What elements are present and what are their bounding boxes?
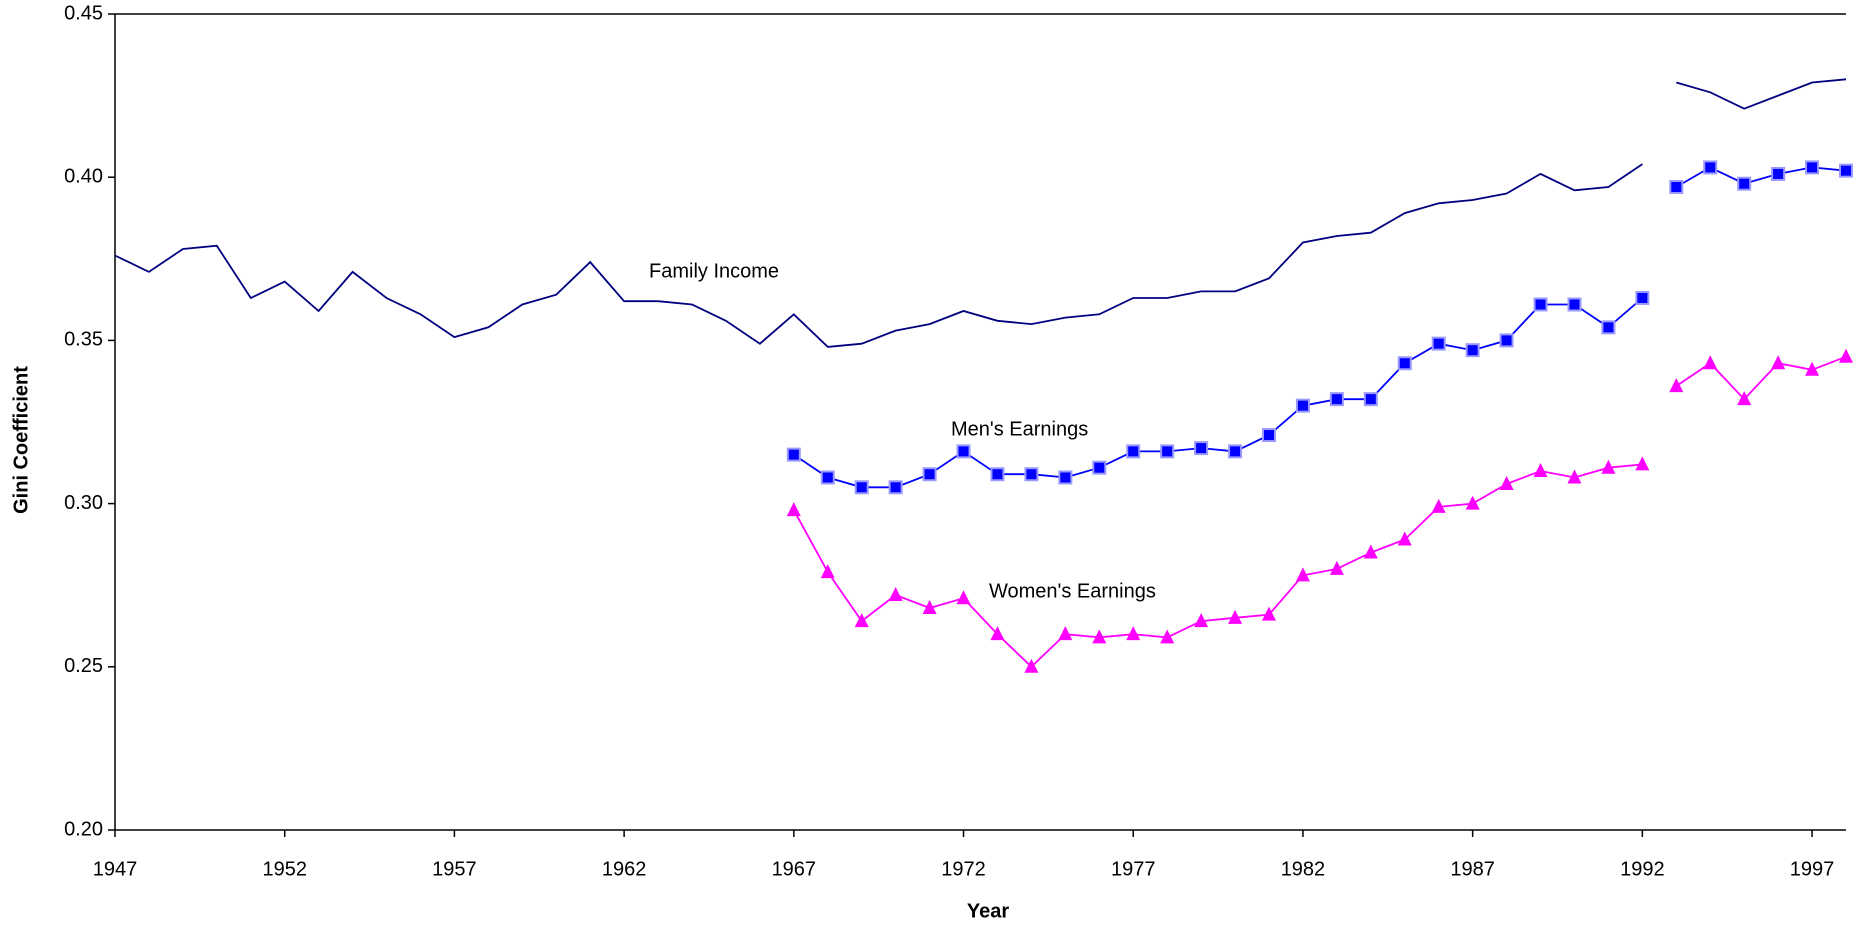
annotation: Family Income: [649, 260, 779, 282]
triangle-marker: [1160, 629, 1175, 644]
x-tick-label: 1967: [772, 858, 817, 880]
square-marker: [956, 444, 971, 459]
triangle-marker: [990, 626, 1005, 641]
triangle-marker: [1262, 606, 1276, 621]
y-tick-label: 0.35: [64, 329, 103, 351]
triangle-marker: [1329, 560, 1344, 575]
square-marker: [1839, 163, 1853, 178]
square-marker: [786, 447, 801, 462]
square-marker: [1601, 320, 1616, 335]
triangle-marker: [1194, 613, 1209, 628]
triangle-marker: [1228, 609, 1243, 624]
x-axis-label: Year: [967, 900, 1009, 922]
x-tick-label: 1982: [1281, 858, 1326, 880]
triangle-marker: [1839, 348, 1853, 363]
x-tick-label: 1972: [941, 858, 986, 880]
triangle-marker: [1024, 658, 1039, 673]
square-marker: [1703, 160, 1718, 175]
square-marker: [1295, 398, 1310, 413]
square-marker: [1262, 428, 1276, 443]
square-marker: [820, 470, 835, 485]
square-marker: [1533, 297, 1548, 312]
square-marker: [1126, 444, 1141, 459]
triangle-marker: [1567, 469, 1582, 484]
x-tick-label: 1987: [1450, 858, 1495, 880]
square-marker: [1228, 444, 1243, 459]
x-tick-label: 1957: [432, 858, 477, 880]
square-marker: [1363, 392, 1378, 407]
square-marker: [1635, 290, 1650, 305]
y-axis-label: Gini Coefficient: [10, 366, 32, 514]
square-marker: [1194, 441, 1209, 456]
annotation: Women's Earnings: [989, 580, 1156, 602]
y-tick-label: 0.40: [64, 165, 103, 187]
square-marker: [1737, 176, 1752, 191]
y-tick-label: 0.25: [64, 655, 103, 677]
square-marker: [888, 480, 903, 495]
square-marker: [1092, 460, 1107, 475]
square-marker: [922, 467, 937, 482]
triangle-marker: [1431, 498, 1446, 513]
triangle-marker: [1092, 629, 1107, 644]
x-tick-label: 1997: [1790, 858, 1835, 880]
square-marker: [1058, 470, 1073, 485]
triangle-marker: [1533, 462, 1548, 477]
square-marker: [1431, 336, 1446, 351]
triangle-marker: [1295, 567, 1310, 582]
series-line: [114, 78, 1847, 348]
y-tick-label: 0.30: [64, 492, 103, 514]
triangle-marker: [956, 590, 971, 605]
square-marker: [1465, 343, 1480, 358]
y-tick-label: 0.20: [64, 818, 103, 840]
triangle-marker: [1771, 355, 1786, 370]
annotation: Men's Earnings: [951, 418, 1088, 440]
triangle-marker: [854, 613, 869, 628]
triangle-marker: [1397, 531, 1412, 546]
square-marker: [1024, 467, 1039, 482]
triangle-marker: [1737, 391, 1752, 406]
square-marker: [1669, 179, 1684, 194]
square-marker: [1567, 297, 1582, 312]
square-marker: [1805, 160, 1820, 175]
x-tick-label: 1992: [1620, 858, 1665, 880]
triangle-marker: [1126, 626, 1141, 641]
triangle-marker: [1465, 495, 1480, 510]
triangle-marker: [1669, 378, 1684, 393]
y-tick-label: 0.45: [64, 2, 103, 24]
square-marker: [1771, 166, 1786, 181]
triangle-marker: [820, 564, 835, 579]
triangle-marker: [1635, 456, 1650, 471]
triangle-marker: [1703, 355, 1718, 370]
triangle-marker: [1805, 361, 1820, 376]
triangle-marker: [1363, 544, 1378, 559]
square-marker: [1499, 333, 1514, 348]
square-marker: [1397, 356, 1412, 371]
triangle-marker: [922, 600, 937, 615]
x-tick-label: 1947: [93, 858, 138, 880]
square-marker: [854, 480, 869, 495]
x-tick-label: 1962: [602, 858, 647, 880]
x-tick-label: 1977: [1111, 858, 1156, 880]
triangle-marker: [888, 586, 903, 601]
triangle-marker: [1499, 476, 1514, 491]
triangle-marker: [786, 502, 801, 517]
triangle-marker: [1058, 626, 1073, 641]
x-tick-label: 1952: [262, 858, 307, 880]
square-marker: [1160, 444, 1175, 459]
square-marker: [990, 467, 1005, 482]
triangle-marker: [1601, 459, 1616, 474]
square-marker: [1329, 392, 1344, 407]
